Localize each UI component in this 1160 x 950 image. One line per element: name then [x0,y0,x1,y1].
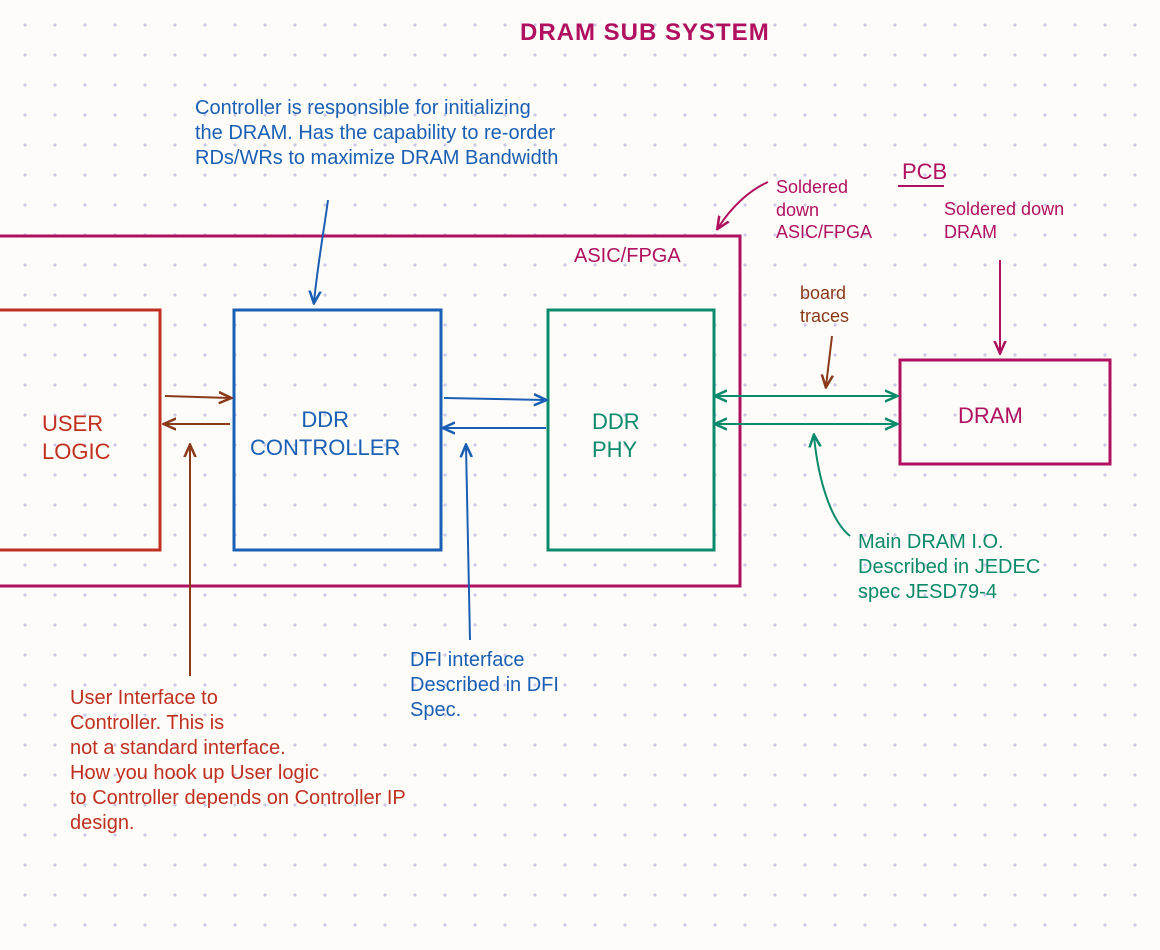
soldered-asic-note: Soldered down ASIC/FPGA [776,176,872,244]
leader-soldered-asic [718,182,768,228]
ddr-phy-label: DDR PHY [592,408,640,463]
leader-board-traces [826,336,832,386]
arrow-ctrl-to-phy [444,398,545,400]
arrow-user-to-ctrl [165,396,230,398]
dram-label: DRAM [958,402,1023,430]
ddr-controller-label: DDR CONTROLLER [250,406,400,461]
leader-dfi-note [466,446,470,640]
dram-io-note: Main DRAM I.O. Described in JEDEC spec J… [858,530,1040,605]
soldered-dram-note: Soldered down DRAM [944,198,1064,243]
leader-dram-io-note [814,436,850,536]
leader-controller-note [314,200,328,302]
user-logic-label: USER LOGIC [42,410,110,465]
diagram-title: DRAM SUB SYSTEM [520,18,770,48]
controller-note: Controller is responsible for initializi… [195,96,715,171]
board-traces-note: board traces [800,282,849,327]
asic-fpga-label: ASIC/FPGA [574,244,681,269]
pcb-heading: PCB [902,158,947,186]
user-interface-note: User Interface to Controller. This is no… [70,686,630,836]
